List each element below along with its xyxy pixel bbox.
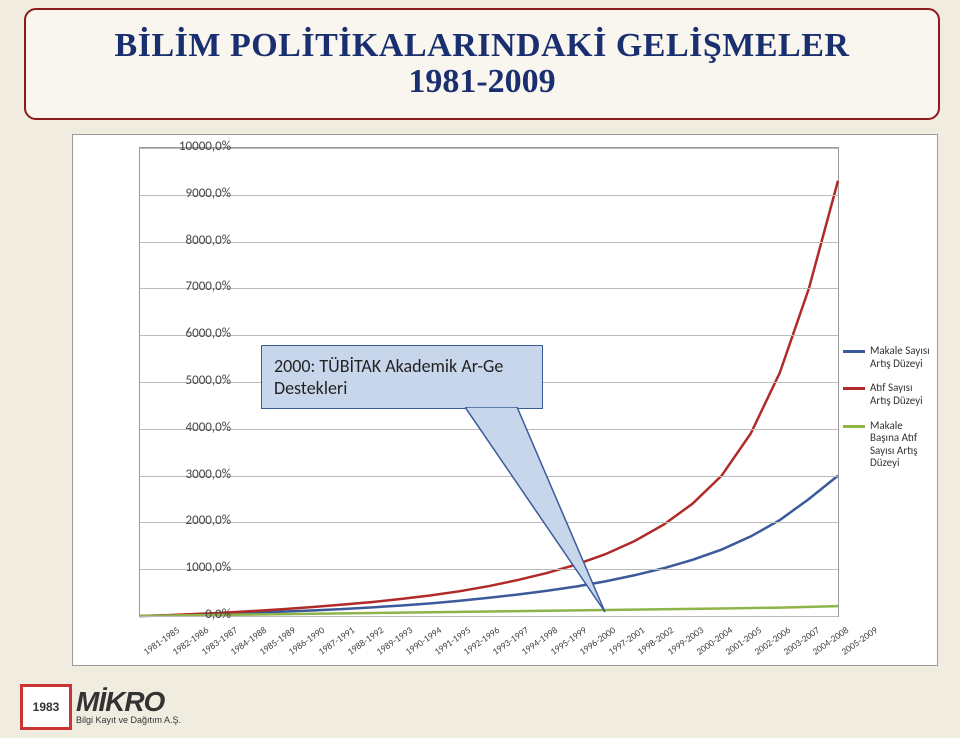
logo-name: MİKRO: [76, 689, 181, 714]
y-axis-label: 6000,0%: [171, 326, 231, 341]
footer-logo: 1983 MİKRO Bilgi Kayıt ve Dağıtım A.Ş.: [20, 684, 181, 730]
legend-label: Atıf Sayısı Artış Düzeyi: [870, 382, 931, 407]
y-axis-label: 0,0%: [171, 607, 231, 622]
logo-mark: 1983: [20, 684, 72, 730]
legend-swatch: [843, 425, 865, 428]
annotation-callout: 2000: TÜBİTAK Akademik Ar-Ge Destekleri: [261, 345, 543, 409]
chart-container: 2000: TÜBİTAK Akademik Ar-Ge Destekleri …: [72, 134, 938, 666]
legend-label: Makale Sayısı Artış Düzeyi: [870, 345, 931, 370]
y-axis-label: 1000,0%: [171, 560, 231, 575]
y-axis-label: 2000,0%: [171, 513, 231, 528]
y-axis-label: 3000,0%: [171, 467, 231, 482]
legend-label: Makale Başına Atıf Sayısı Artış Düzeyi: [870, 420, 931, 471]
logo-year: 1983: [33, 700, 60, 714]
gridline: [140, 335, 838, 336]
legend-item: Makale Sayısı Artış Düzeyi: [843, 345, 931, 370]
y-axis-label: 9000,0%: [171, 186, 231, 201]
gridline: [140, 148, 838, 149]
title-panel: BİLİM POLİTİKALARINDAKİ GELİŞMELER 1981-…: [24, 8, 940, 120]
legend-swatch: [843, 350, 865, 353]
y-axis-label: 10000,0%: [171, 139, 231, 154]
annotation-text: 2000: TÜBİTAK Akademik Ar-Ge Destekleri: [274, 355, 530, 399]
gridline: [140, 242, 838, 243]
y-axis-label: 8000,0%: [171, 233, 231, 248]
title-line-2: 1981-2009: [408, 63, 555, 101]
y-axis-label: 5000,0%: [171, 373, 231, 388]
chart-legend: Makale Sayısı Artış Düzeyi Atıf Sayısı Ar…: [843, 345, 931, 482]
legend-swatch: [843, 387, 865, 390]
legend-item: Makale Başına Atıf Sayısı Artış Düzeyi: [843, 420, 931, 471]
legend-item: Atıf Sayısı Artış Düzeyi: [843, 382, 931, 407]
gridline: [140, 195, 838, 196]
logo-tagline: Bilgi Kayıt ve Dağıtım A.Ş.: [76, 715, 181, 725]
y-axis-label: 4000,0%: [171, 420, 231, 435]
annotation-callout-tail: [465, 407, 625, 647]
y-axis-label: 7000,0%: [171, 279, 231, 294]
title-line-1: BİLİM POLİTİKALARINDAKİ GELİŞMELER: [115, 27, 850, 65]
gridline: [140, 288, 838, 289]
